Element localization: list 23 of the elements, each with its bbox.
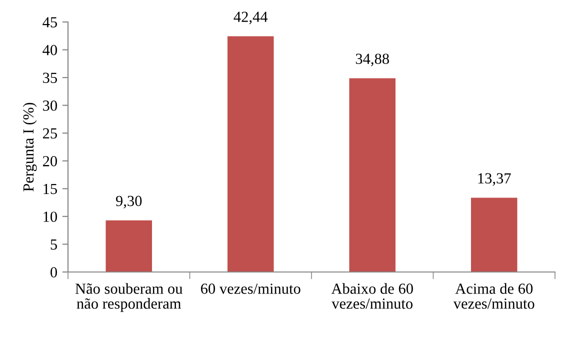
bar bbox=[227, 36, 274, 272]
y-tick-label: 5 bbox=[50, 240, 57, 250]
y-tick-label: 20 bbox=[42, 156, 57, 166]
x-tick-label: 60 vezes/minuto bbox=[201, 284, 300, 294]
y-tick-label: 0 bbox=[50, 267, 57, 278]
y-tick-label: 30 bbox=[43, 100, 57, 111]
data-label: 34,88 bbox=[356, 54, 389, 66]
y-tick-label: 45 bbox=[42, 17, 57, 28]
y-tick-label: 10 bbox=[44, 212, 57, 222]
y-axis-title: Pergunta I (%) bbox=[22, 102, 37, 192]
data-label: 13,37 bbox=[478, 173, 511, 186]
data-label: 9,30 bbox=[116, 196, 142, 208]
x-tick-label: Não souberam ou não responderam bbox=[75, 283, 182, 312]
x-tick-label: Acima de 60 vezes/minuto bbox=[453, 283, 534, 309]
y-tick-label: 25 bbox=[42, 128, 57, 139]
bar bbox=[349, 78, 396, 272]
data-label: 42,44 bbox=[234, 12, 268, 24]
y-tick-label: 35 bbox=[43, 72, 57, 84]
y-tick-label: 15 bbox=[44, 184, 57, 194]
bar bbox=[106, 220, 152, 272]
bar bbox=[470, 198, 518, 272]
y-tick-label: 40 bbox=[42, 44, 57, 56]
x-tick-label: Abaixo de 60 vezes/minuto bbox=[331, 283, 413, 309]
